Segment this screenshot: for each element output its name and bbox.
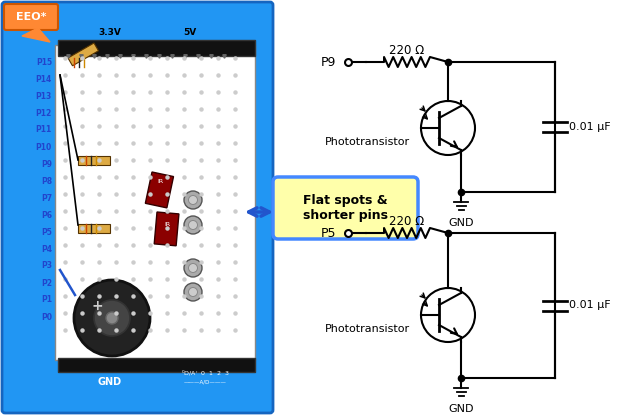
Text: 3.3V: 3.3V: [99, 28, 121, 37]
Text: P9: P9: [321, 55, 336, 68]
Text: Phototransistor: Phototransistor: [325, 324, 410, 334]
Text: P10: P10: [36, 143, 52, 151]
Text: GND: GND: [448, 404, 474, 414]
Text: 220 Ω: 220 Ω: [389, 43, 424, 56]
Text: 220 Ω: 220 Ω: [389, 214, 424, 228]
Text: P12: P12: [36, 108, 52, 118]
Circle shape: [184, 216, 202, 234]
Bar: [78, 156, 110, 165]
Circle shape: [184, 191, 202, 209]
Text: P11: P11: [36, 126, 52, 135]
Text: ———A/D———: ———A/D———: [184, 379, 226, 384]
Circle shape: [184, 283, 202, 301]
FancyBboxPatch shape: [4, 4, 58, 30]
Polygon shape: [22, 28, 50, 42]
Text: EEO*: EEO*: [16, 12, 46, 22]
Text: GND: GND: [98, 377, 122, 387]
Bar: [58, 358, 255, 372]
Text: P2: P2: [41, 279, 52, 287]
Text: $^0$D/A$'$  0  1  2  3: $^0$D/A$'$ 0 1 2 3: [181, 368, 229, 378]
Text: Flat spots &
shorter pins: Flat spots & shorter pins: [303, 194, 388, 222]
Text: P9: P9: [41, 159, 52, 168]
Circle shape: [189, 264, 198, 272]
Text: P14: P14: [36, 75, 52, 83]
Circle shape: [94, 300, 130, 336]
Text: P8: P8: [41, 176, 52, 186]
FancyBboxPatch shape: [2, 2, 273, 413]
Text: P0: P0: [41, 312, 52, 322]
Circle shape: [189, 221, 198, 229]
Circle shape: [184, 259, 202, 277]
Text: P7: P7: [41, 193, 52, 203]
FancyBboxPatch shape: [273, 177, 418, 239]
Text: P5: P5: [321, 226, 336, 239]
Circle shape: [189, 287, 198, 296]
Text: P15: P15: [36, 58, 52, 66]
Circle shape: [421, 101, 475, 155]
Bar: [78, 224, 110, 233]
Text: P3: P3: [41, 261, 52, 271]
Text: +: +: [91, 299, 103, 313]
Text: 5V: 5V: [183, 28, 197, 37]
Text: IR: IR: [157, 179, 163, 184]
Text: 0.01 μF: 0.01 μF: [569, 122, 611, 132]
Text: P4: P4: [41, 244, 52, 254]
Text: P13: P13: [36, 91, 52, 100]
Bar: [55, 45, 255, 360]
Bar: [58, 40, 255, 56]
Text: P6: P6: [41, 211, 52, 219]
Circle shape: [189, 196, 198, 204]
Bar: [146, 172, 174, 208]
Circle shape: [74, 280, 150, 356]
Text: P5: P5: [41, 228, 52, 236]
Bar: [68, 43, 99, 66]
Bar: [154, 212, 179, 246]
Text: 0.01 μF: 0.01 μF: [569, 301, 611, 311]
Text: GND: GND: [448, 218, 474, 228]
Circle shape: [106, 312, 118, 324]
Text: P1: P1: [41, 296, 52, 304]
Text: IR: IR: [164, 222, 170, 227]
Circle shape: [421, 288, 475, 342]
Text: Phototransistor: Phototransistor: [325, 137, 410, 147]
